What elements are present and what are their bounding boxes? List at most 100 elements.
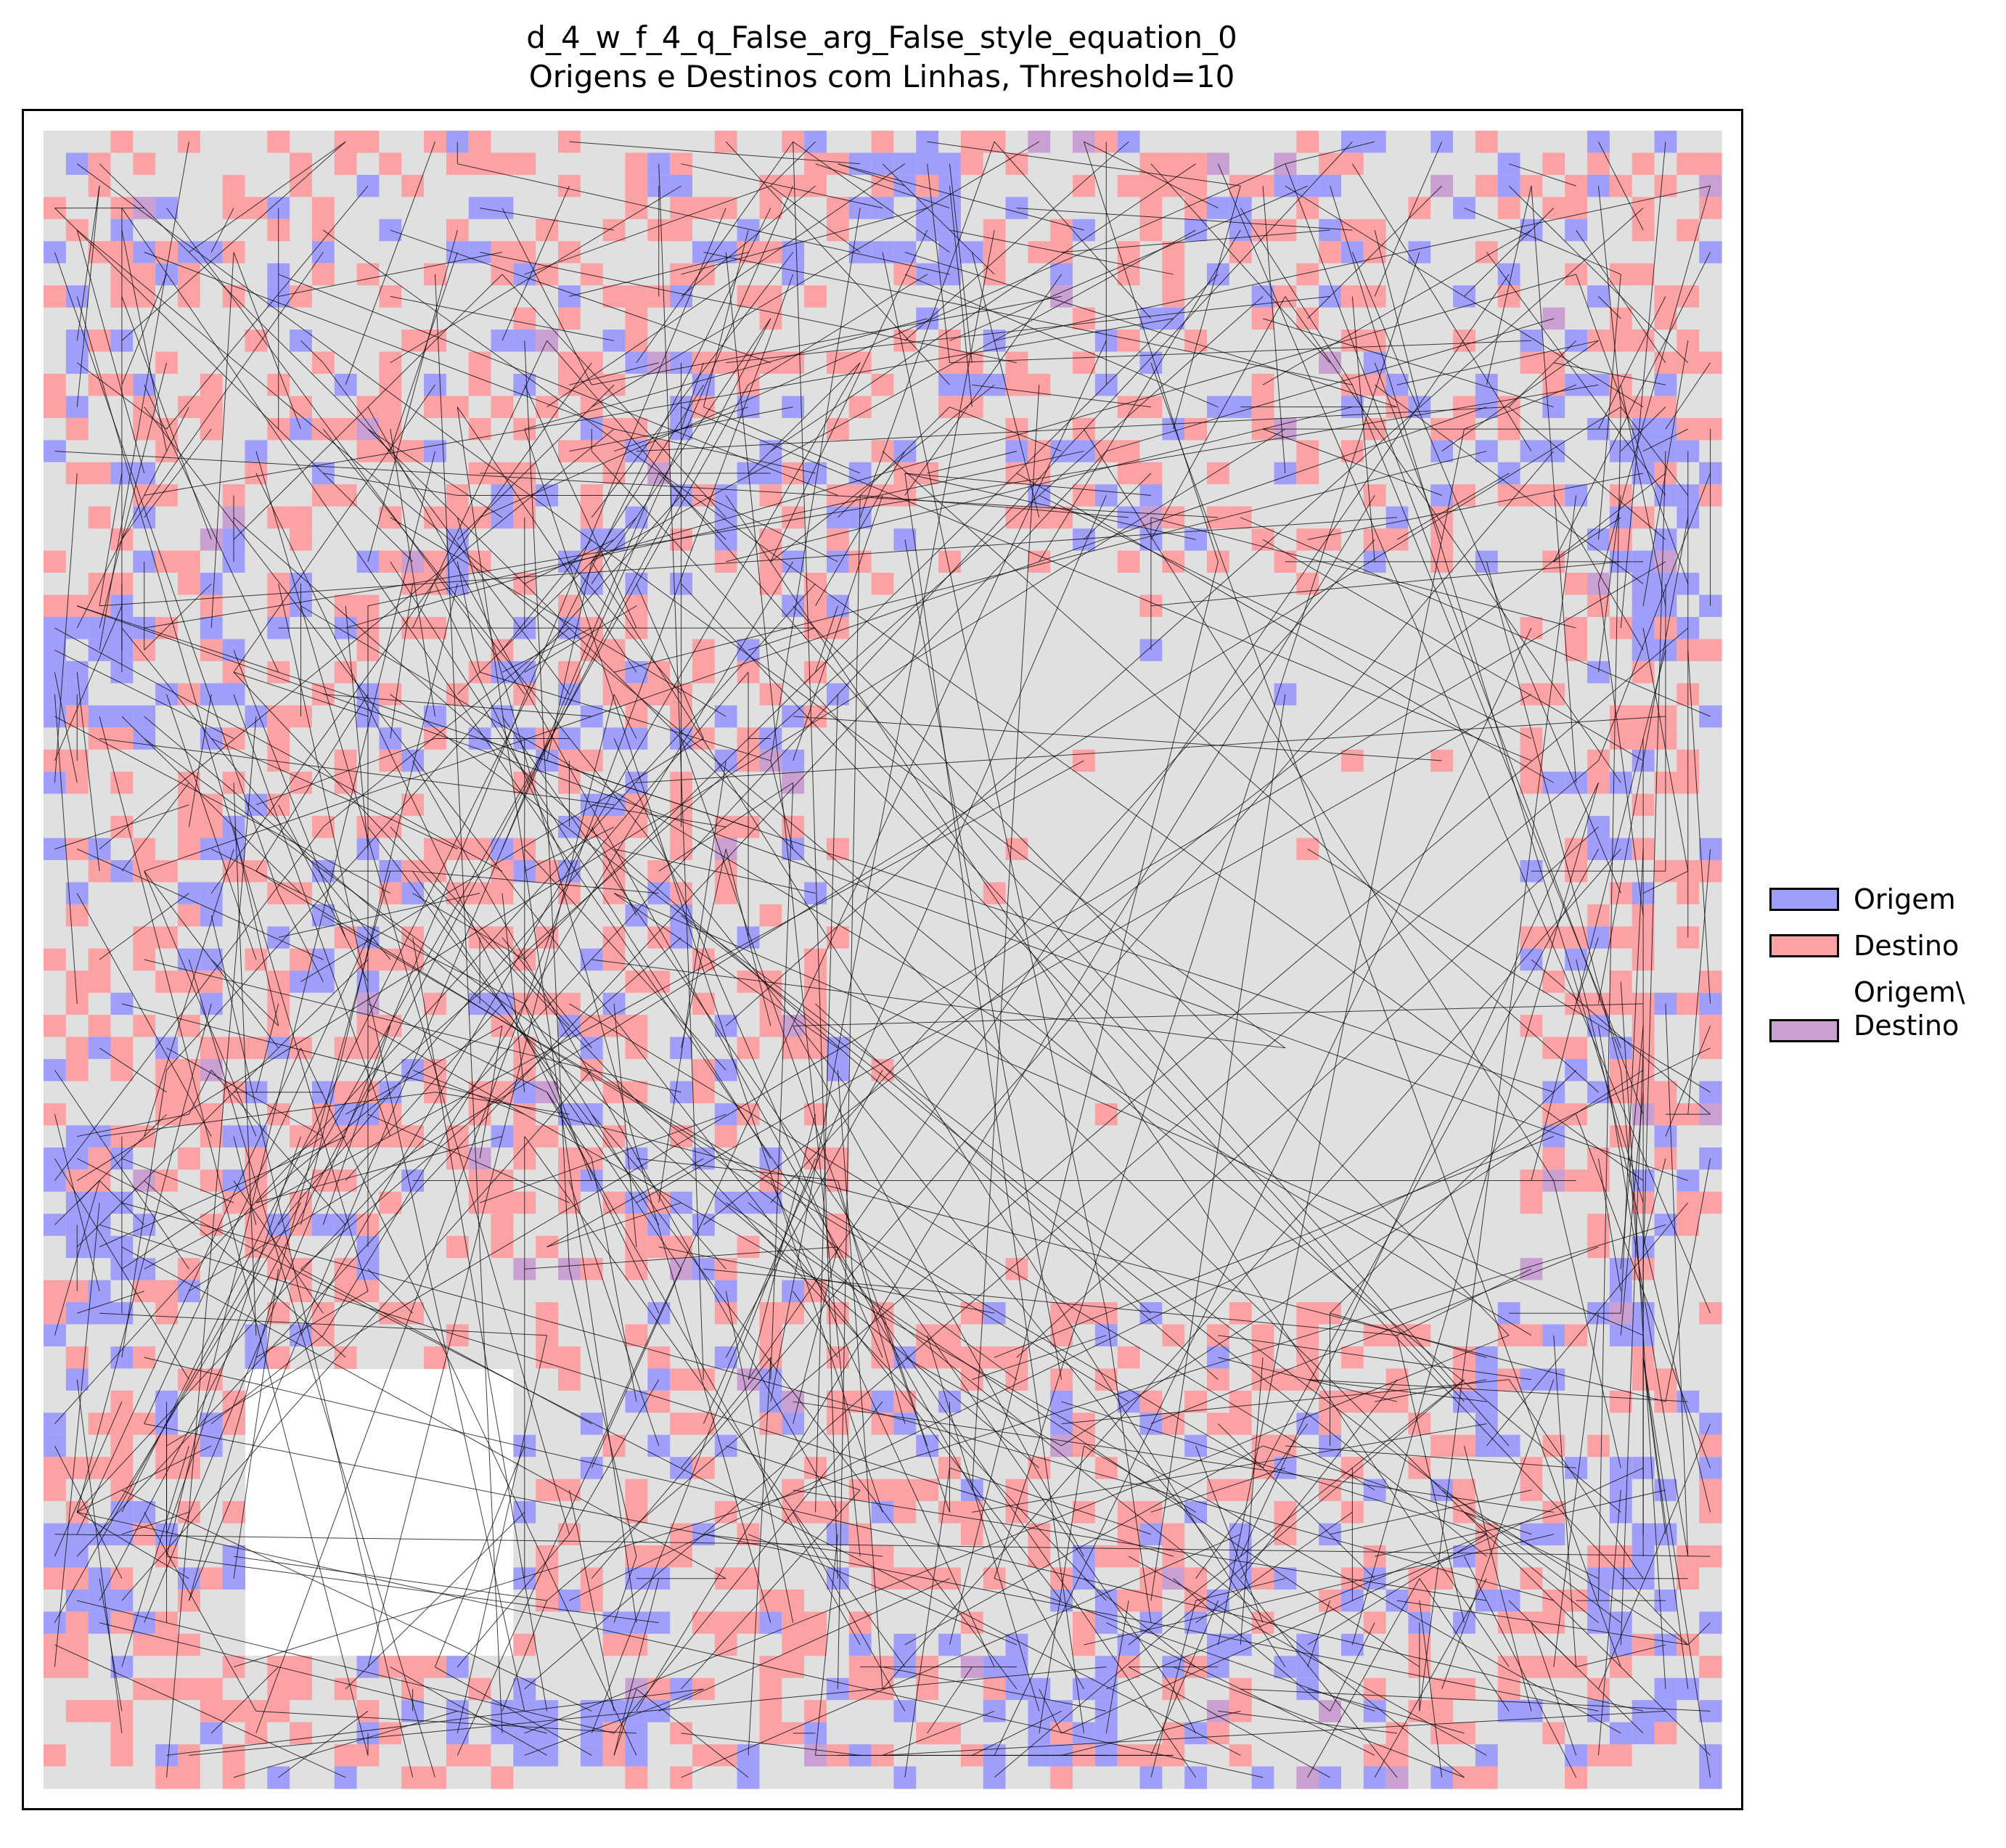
cell-background: [1206, 727, 1230, 751]
cell-background: [1453, 948, 1476, 971]
cell-background: [356, 218, 380, 242]
cell-background: [916, 1015, 939, 1038]
cell-destino: [1587, 330, 1610, 353]
cell-background: [88, 285, 112, 308]
cell-background: [1094, 661, 1118, 684]
cell-background: [1229, 639, 1253, 662]
cell-destino: [1229, 241, 1253, 264]
cell-background: [334, 330, 358, 353]
cell-background: [491, 816, 514, 839]
cell-origem: [1542, 772, 1565, 795]
cell-background: [1430, 218, 1454, 242]
cell-origem: [1520, 440, 1543, 463]
cell-destino: [692, 263, 716, 286]
cell-destino: [334, 152, 358, 176]
cell-background: [625, 882, 648, 905]
cell-background: [1206, 330, 1230, 353]
cell-destino: [692, 727, 716, 751]
cell-destino: [536, 263, 559, 286]
cell-background: [782, 793, 805, 817]
cell-background: [1274, 197, 1297, 220]
cell-background: [1385, 174, 1409, 197]
cell-background: [1453, 859, 1476, 883]
cell-background: [1274, 241, 1297, 264]
cell-background: [1251, 550, 1275, 573]
cell-destino: [1632, 218, 1655, 242]
cell-background: [311, 573, 335, 596]
cell-destino: [804, 948, 827, 971]
cell-background: [1050, 816, 1073, 839]
cell-background: [1699, 948, 1722, 971]
cell-background: [1319, 904, 1342, 927]
cell-destino: [267, 506, 290, 529]
cell-background: [1206, 772, 1230, 795]
cell-destino: [1430, 749, 1454, 772]
cell-destino: [1699, 197, 1722, 220]
cell-background: [602, 263, 626, 286]
cell-background: [44, 218, 67, 242]
cell-background: [356, 373, 380, 397]
cell-background: [1385, 948, 1409, 971]
cell-background: [446, 1214, 470, 1237]
cell-background: [1028, 1103, 1051, 1126]
cell-background: [1251, 639, 1275, 662]
cell-background: [110, 838, 134, 861]
cell-origem: [1274, 462, 1297, 485]
cell-background: [804, 816, 827, 839]
cell-background: [401, 131, 425, 154]
cell-background: [513, 351, 536, 375]
cell-background: [893, 992, 917, 1015]
cell-background: [1094, 616, 1118, 640]
cell-destino: [714, 859, 738, 883]
cell-background: [1430, 241, 1454, 264]
cell-background: [938, 749, 962, 772]
cell-background: [88, 1081, 112, 1104]
cell-origem-destino: [1542, 307, 1565, 330]
cell-background: [44, 506, 67, 529]
cell-destino: [334, 1081, 358, 1104]
cell-origem: [826, 550, 850, 573]
cell-origem: [1677, 1169, 1700, 1193]
cell-background: [334, 174, 358, 197]
cell-background: [222, 594, 246, 618]
cell-background: [1073, 661, 1096, 684]
cell-background: [1408, 1147, 1431, 1170]
cell-background: [334, 241, 358, 264]
cell-background: [1677, 307, 1700, 330]
cell-background: [1229, 882, 1253, 905]
cell-background: [1363, 1191, 1387, 1214]
cell-background: [1340, 307, 1364, 330]
cell-background: [983, 396, 1007, 419]
cell-background: [1520, 1059, 1543, 1082]
cell-background: [1632, 174, 1655, 197]
cell-background: [65, 793, 89, 817]
cell-background: [1274, 749, 1297, 772]
cell-background: [1296, 484, 1319, 507]
cell-destino: [602, 948, 626, 971]
cell-background: [1162, 462, 1185, 485]
cell-origem: [1654, 1125, 1677, 1148]
cell-background: [960, 594, 984, 618]
cell-background: [1363, 705, 1387, 728]
cell-background: [1319, 948, 1342, 971]
cell-background: [670, 330, 693, 353]
cell-background: [1251, 484, 1275, 507]
cell-background: [1520, 1037, 1543, 1060]
cell-background: [826, 307, 850, 330]
cell-destino: [1699, 970, 1722, 994]
cell-background: [1206, 992, 1230, 1015]
cell-destino: [1475, 131, 1499, 154]
cell-background: [1050, 727, 1073, 751]
cell-origem: [1363, 131, 1387, 154]
cell-background: [1028, 616, 1051, 640]
cell-background: [44, 1125, 67, 1148]
cell-background: [1073, 904, 1096, 927]
cell-background: [1609, 639, 1633, 662]
cell-destino: [1453, 330, 1476, 353]
cell-background: [1430, 396, 1454, 419]
cell-background: [1408, 573, 1431, 596]
cell-destino: [1632, 263, 1655, 286]
cell-background: [737, 948, 761, 971]
cell-origem: [871, 197, 895, 220]
cell-background: [1699, 661, 1722, 684]
